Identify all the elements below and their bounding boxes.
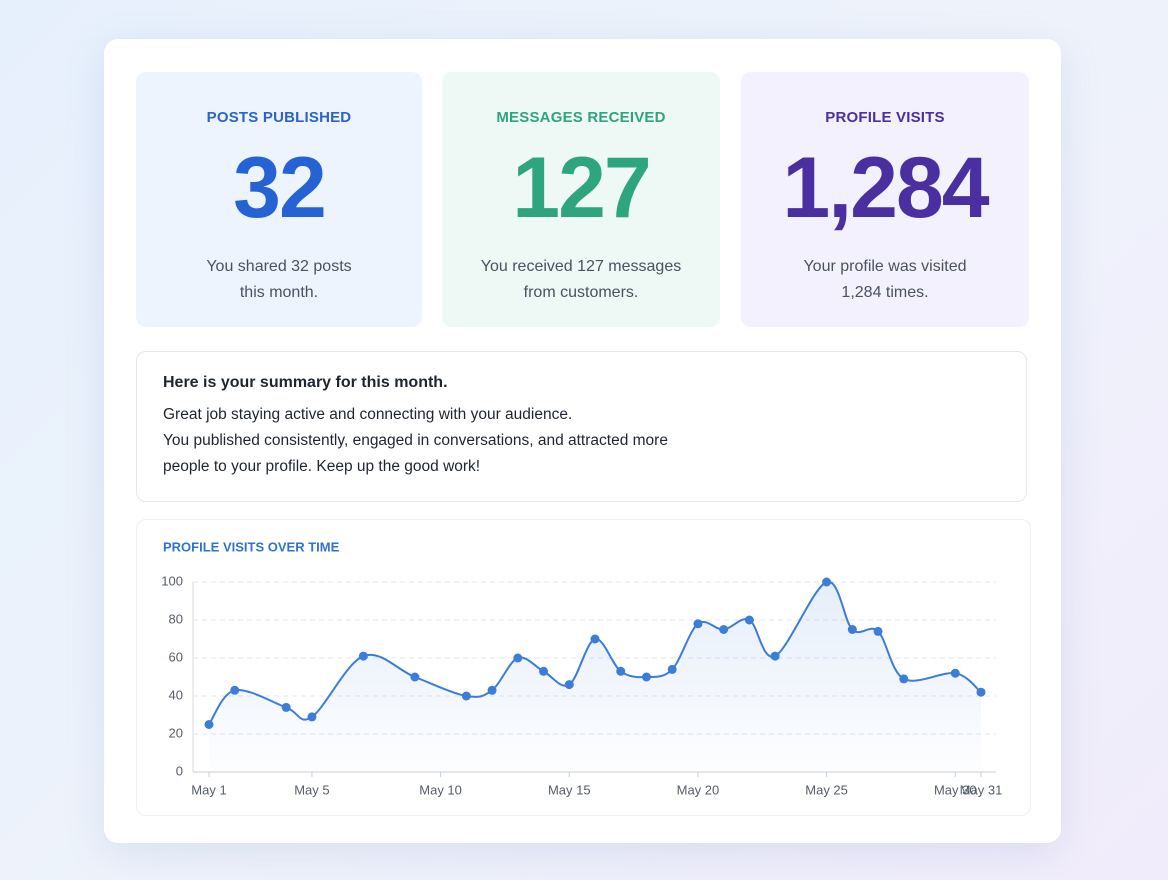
point <box>719 625 729 634</box>
point <box>281 702 291 712</box>
y-tick-label: 80 <box>169 611 183 626</box>
point <box>513 653 523 663</box>
y-tick-label: 100 <box>161 573 183 588</box>
point <box>899 674 909 684</box>
x-tick-label: May 20 <box>677 782 720 797</box>
point <box>230 685 240 695</box>
y-tick-label: 0 <box>176 763 183 778</box>
x-tick-label: May 15 <box>548 782 591 797</box>
point <box>693 619 703 629</box>
point <box>641 672 651 682</box>
stat-card: PROFILE VISITS 1,284 Your profile was vi… <box>741 72 1029 327</box>
point <box>307 712 317 722</box>
stat-value: 127 <box>512 140 652 236</box>
area <box>209 581 981 772</box>
point <box>204 720 214 729</box>
dashboard-panel: POSTS PUBLISHED 32 You shared 32 posts t… <box>104 39 1061 843</box>
stat-card: POSTS PUBLISHED 32 You shared 32 posts t… <box>136 72 422 327</box>
stat-label: MESSAGES RECEIVED <box>496 109 666 126</box>
point <box>667 664 677 674</box>
chart-container: PROFILE VISITS OVER TIME 0 20 40 60 80 100 May… <box>136 519 1031 816</box>
point <box>590 634 600 644</box>
point <box>461 691 471 701</box>
y-tick-label: 20 <box>169 725 183 740</box>
stat-card: MESSAGES RECEIVED 127 You received 127 m… <box>442 72 720 327</box>
point <box>564 680 574 690</box>
x-tick-label: May 10 <box>419 782 462 797</box>
stat-value: 32 <box>233 140 327 236</box>
x-tick-label: May 1 <box>191 782 226 797</box>
stat-label: PROFILE VISITS <box>825 109 945 126</box>
x-tick-label: May 5 <box>294 782 329 797</box>
x-tick-label: May 30 <box>934 782 977 797</box>
y-tick-label: 60 <box>169 649 183 664</box>
stat-description: Your profile was visited 1,284 times. <box>803 258 967 301</box>
point <box>822 577 832 587</box>
point <box>487 685 497 695</box>
y-tick-label: 40 <box>169 687 183 702</box>
point <box>770 651 780 661</box>
chart-title: PROFILE VISITS OVER TIME <box>163 539 340 554</box>
x-tick-label: May 31 <box>960 782 1003 797</box>
point <box>976 687 986 697</box>
point <box>616 666 626 676</box>
stat-label: POSTS PUBLISHED <box>206 109 352 126</box>
point <box>358 651 368 661</box>
stat-description: You received 127 messages from customers… <box>480 258 682 301</box>
summary-line: You published consistently, engaged in c… <box>163 432 668 449</box>
stat-description: You shared 32 posts this month. <box>206 258 352 301</box>
chart: PROFILE VISITS OVER TIME 0 20 40 60 80 100 May… <box>161 539 1003 797</box>
summary-line: people to your profile. Keep up the good… <box>163 458 481 475</box>
summary: Here is your summary for this month. Gre… <box>136 351 1027 502</box>
stat-value: 1,284 <box>782 140 989 236</box>
point <box>950 668 960 678</box>
summary-line: Great job staying active and connecting … <box>163 406 573 423</box>
point <box>847 625 857 634</box>
point <box>873 626 883 636</box>
summary-title: Here is your summary for this month. <box>163 374 448 391</box>
point <box>410 672 420 682</box>
point <box>744 615 754 625</box>
point <box>539 666 549 676</box>
x-tick-label: May 25 <box>805 782 848 797</box>
